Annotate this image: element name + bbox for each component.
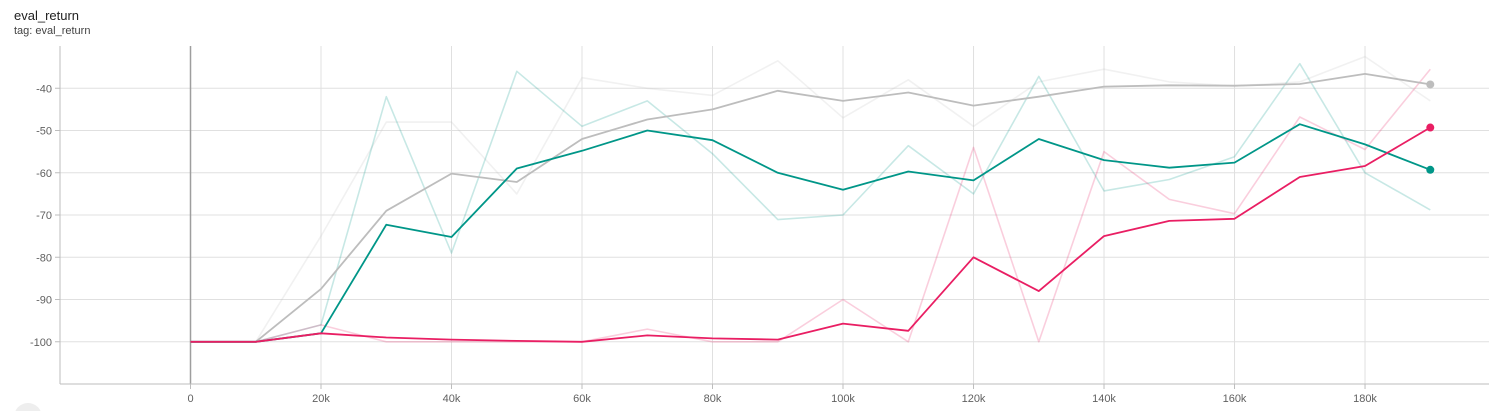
grid — [60, 46, 1489, 384]
x-tick-label: 160k — [1223, 393, 1247, 405]
series-end-marker — [1426, 165, 1435, 174]
y-tick-label: -60 — [36, 168, 52, 180]
chart-tag: tag: eval_return — [14, 25, 91, 37]
x-tick-label: 180k — [1353, 393, 1377, 405]
y-axis: -100 -90 -80 -70 -60 -50 -40 — [30, 46, 61, 384]
x-axis: 0 20k 40k 60k 80k 100k 120k 140k 160k 180k — [60, 383, 1489, 405]
raw-series-line — [190, 62, 1431, 343]
x-tick-label: 20k — [312, 393, 330, 405]
y-tick-label: -100 — [30, 337, 52, 349]
raw-series-line — [190, 68, 1431, 343]
y-tick-label: -70 — [36, 210, 52, 222]
end-markers — [1426, 80, 1435, 174]
x-tick-label: 60k — [573, 393, 591, 405]
x-tick-label: 140k — [1092, 393, 1116, 405]
chart-title: eval_return — [14, 8, 80, 23]
x-tick-label: 40k — [443, 393, 461, 405]
y-tick-label: -80 — [36, 252, 52, 264]
expand-button[interactable] — [14, 403, 42, 411]
series-end-marker — [1426, 80, 1435, 89]
y-tick-label: -50 — [36, 126, 52, 138]
y-tick-label: -40 — [36, 83, 52, 95]
x-tick-label: 80k — [704, 393, 722, 405]
x-tick-label: 120k — [962, 393, 986, 405]
y-tick-label: -90 — [36, 295, 52, 307]
smoothed-series-line[interactable] — [190, 73, 1431, 343]
x-tick-label: 100k — [831, 393, 855, 405]
smoothed-series-line[interactable] — [190, 126, 1431, 343]
smoothed-series-line[interactable] — [190, 123, 1431, 343]
x-tick-label: 0 — [187, 393, 193, 405]
smoothed-series-layer[interactable] — [190, 73, 1431, 343]
series-end-marker — [1426, 123, 1435, 132]
